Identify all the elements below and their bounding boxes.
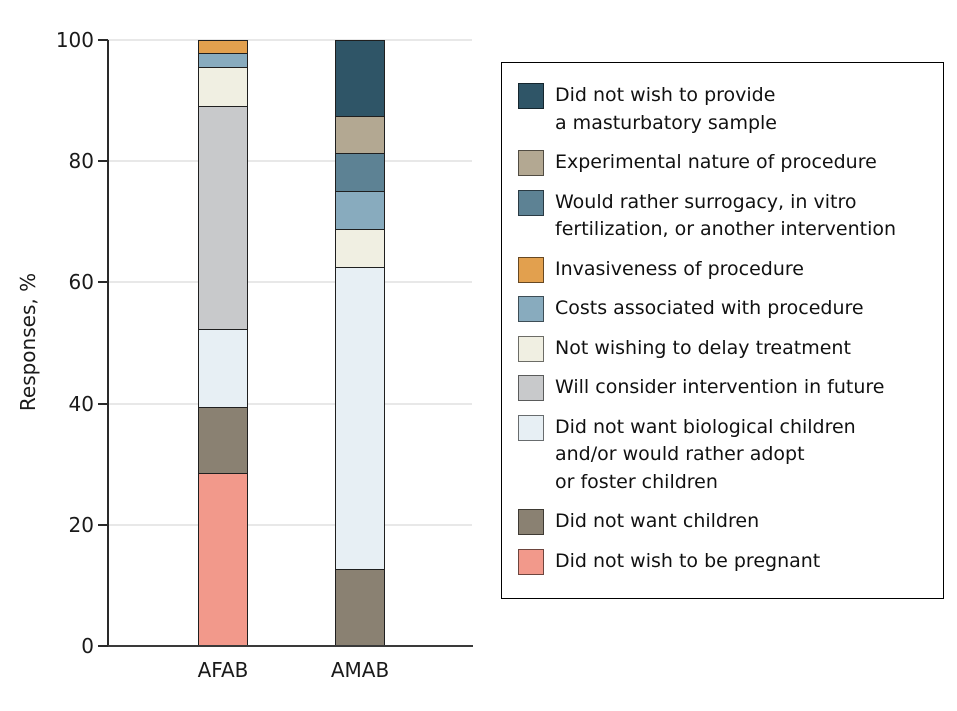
legend: Did not wish to provide a masturbatory sa… xyxy=(501,62,944,599)
bar-segment xyxy=(199,474,247,645)
legend-swatch xyxy=(518,375,544,401)
bar-segment xyxy=(199,408,247,475)
bar-segment xyxy=(336,267,384,570)
y-tick-20 xyxy=(98,523,108,526)
x-category-label-afab: AFAB xyxy=(197,658,249,682)
bar-segment xyxy=(199,106,247,330)
y-tick-0 xyxy=(98,645,108,647)
bar-segment xyxy=(199,330,247,409)
y-tick-60 xyxy=(98,281,108,284)
y-tick-label-0: 0 xyxy=(81,634,94,658)
bar-segment xyxy=(336,192,384,230)
legend-swatch xyxy=(518,335,544,362)
legend-swatch xyxy=(518,414,544,441)
legend-label: Would rather surrogacy, in vitro fertiliz… xyxy=(555,190,897,241)
bar-segment xyxy=(336,116,384,155)
gridline-60 xyxy=(108,281,472,284)
legend-item: Did not want biological children and/or w… xyxy=(518,414,929,497)
legend-label: Did not wish to provide a masturbatory sa… xyxy=(555,84,777,134)
gridline-20 xyxy=(108,523,472,526)
legend-swatch xyxy=(518,189,544,216)
legend-label: Not wishing to delay treatment xyxy=(555,336,851,359)
legend-label: Experimental nature of procedure xyxy=(555,151,877,173)
legend-item: Experimental nature of procedure xyxy=(518,149,929,177)
legend-item: Would rather surrogacy, in vitro fertiliz… xyxy=(518,189,929,244)
bar-segment xyxy=(336,569,384,645)
y-tick-80 xyxy=(98,160,108,163)
y-axis-line xyxy=(107,40,109,647)
legend-label: Will consider intervention in future xyxy=(555,376,885,398)
y-tick-40 xyxy=(98,402,108,405)
plot-area xyxy=(108,39,472,646)
legend-swatch xyxy=(518,509,544,535)
legend-item: Will consider intervention in future xyxy=(518,374,929,402)
gridline-40 xyxy=(108,402,472,405)
x-category-label-amab: AMAB xyxy=(330,658,390,682)
legend-swatch xyxy=(518,296,544,322)
y-tick-label-60: 60 xyxy=(68,270,94,295)
legend-label: Invasiveness of procedure xyxy=(555,257,804,280)
legend-label: Costs associated with procedure xyxy=(555,297,864,319)
legend-item: Did not wish to provide a masturbatory sa… xyxy=(518,82,929,137)
legend-label: Did not want children xyxy=(555,510,760,532)
bar-segment xyxy=(199,54,247,68)
legend-item: Costs associated with procedure xyxy=(518,295,929,323)
gridline-100 xyxy=(108,39,472,41)
bar-segment xyxy=(336,41,384,117)
legend-swatch xyxy=(518,83,544,109)
legend-item: Did not want children xyxy=(518,508,929,536)
legend-item: Invasiveness of procedure xyxy=(518,256,929,284)
y-tick-label-80: 80 xyxy=(68,149,94,174)
bar-segment xyxy=(199,41,247,55)
legend-label: Did not want biological children and/or w… xyxy=(555,415,856,493)
x-axis-line xyxy=(107,645,473,647)
legend-item: Did not wish to be pregnant xyxy=(518,548,929,576)
bar-segment xyxy=(336,154,384,192)
bar-afab xyxy=(198,40,248,646)
y-tick-100 xyxy=(98,39,108,41)
legend-item: Not wishing to delay treatment xyxy=(518,335,929,363)
legend-label: Did not wish to be pregnant xyxy=(555,549,821,572)
legend-swatch xyxy=(518,150,544,176)
y-tick-label-40: 40 xyxy=(68,391,94,416)
legend-swatch xyxy=(518,548,544,575)
legend-swatch xyxy=(518,256,544,283)
bar-segment xyxy=(336,229,384,268)
y-tick-label-20: 20 xyxy=(68,512,94,537)
bar-amab xyxy=(335,40,385,646)
bar-segment xyxy=(199,67,247,107)
y-tick-label-100: 100 xyxy=(55,28,94,52)
gridline-80 xyxy=(108,160,472,163)
